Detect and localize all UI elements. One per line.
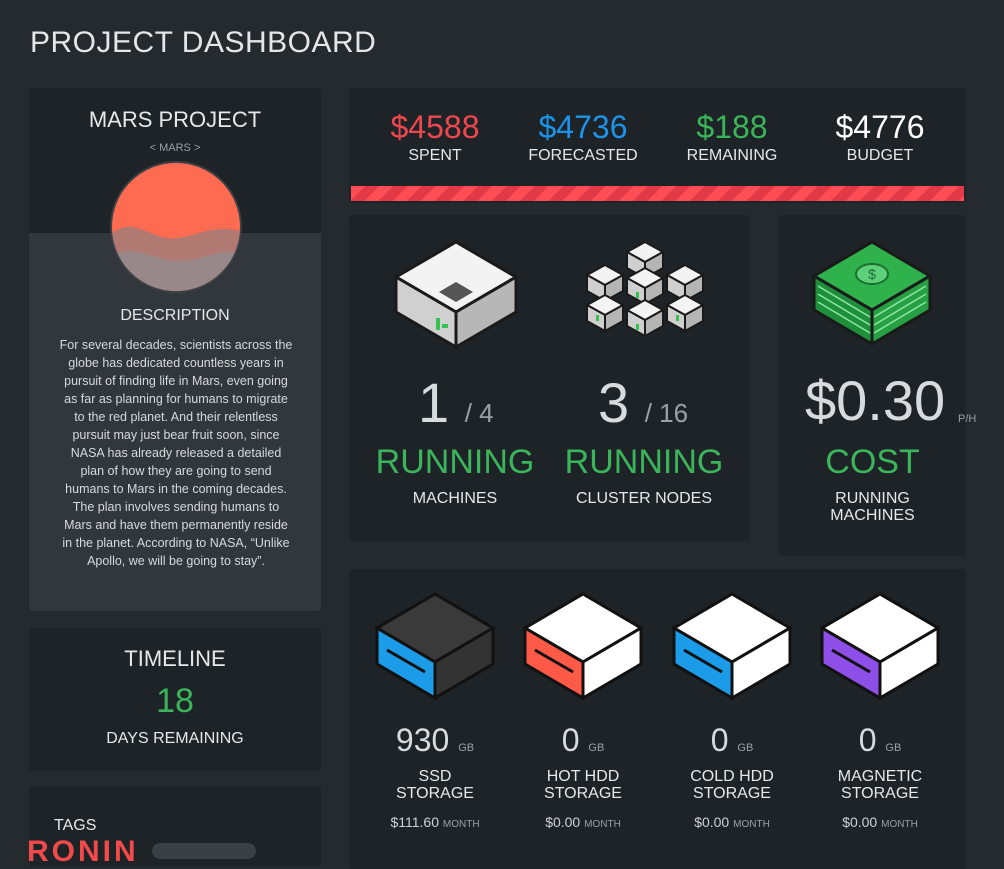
ssd-label: SSD STORAGE bbox=[365, 768, 505, 802]
hot-hdd-label-line1: HOT HDD bbox=[546, 768, 620, 785]
cost-label: RUNNING MACHINES bbox=[830, 490, 915, 524]
remaining-label: REMAINING bbox=[686, 147, 778, 164]
cold-hdd-icon bbox=[671, 592, 793, 701]
ssd-amount: 930 GB bbox=[365, 722, 505, 759]
cost-unit: P/H bbox=[958, 413, 977, 425]
cold-hdd-amount-value: 0 bbox=[710, 722, 729, 758]
budget-spent: $4588 SPENT bbox=[360, 111, 510, 165]
project-description: For several decades, scientists across t… bbox=[59, 338, 293, 568]
budget-progress-bar bbox=[351, 186, 964, 201]
magnetic-price: $0.00 MONTH bbox=[810, 814, 950, 830]
budget-value: $4776 bbox=[835, 109, 925, 145]
magnetic-amount-value: 0 bbox=[858, 722, 877, 758]
cold-hdd-label-line1: COLD HDD bbox=[690, 768, 774, 785]
hot-hdd-icon bbox=[522, 592, 644, 701]
cold-hdd-label: COLD HDD STORAGE bbox=[662, 768, 802, 802]
budget-remaining: $188 REMAINING bbox=[657, 111, 807, 165]
cold-hdd-label-line2: STORAGE bbox=[693, 785, 771, 802]
forecasted-value: $4736 bbox=[538, 109, 628, 145]
tags-title: TAGS bbox=[54, 817, 97, 834]
machines-status: RUNNING bbox=[375, 443, 535, 481]
magnetic-label-line2: STORAGE bbox=[841, 785, 919, 802]
hot-hdd-amount: 0 GB bbox=[513, 722, 653, 759]
magnetic-amount: 0 GB bbox=[810, 722, 950, 759]
machines-total: / 4 bbox=[464, 398, 494, 428]
remaining-value: $188 bbox=[696, 109, 768, 145]
magnetic-icon bbox=[819, 592, 941, 701]
server-box-icon bbox=[393, 240, 519, 350]
forecasted-label: FORECASTED bbox=[528, 147, 638, 164]
days-remaining-value: 18 bbox=[156, 682, 194, 720]
magnetic-label: MAGNETIC STORAGE bbox=[810, 768, 950, 802]
cold-hdd-price: $0.00 MONTH bbox=[662, 814, 802, 830]
cost-status: COST bbox=[825, 443, 920, 481]
cost-value: $0.30 bbox=[805, 369, 946, 432]
project-code: < MARS > bbox=[149, 142, 201, 154]
magnetic-price-value: $0.00 bbox=[842, 814, 878, 830]
hot-hdd-period: MONTH bbox=[584, 819, 621, 830]
cluster-running-value: 3 bbox=[598, 371, 630, 434]
hot-hdd-unit: GB bbox=[588, 742, 605, 754]
spent-value: $4588 bbox=[390, 109, 480, 145]
mars-planet-icon bbox=[110, 161, 242, 293]
budget-forecasted: $4736 FORECASTED bbox=[508, 111, 658, 165]
cluster-total: / 16 bbox=[644, 398, 689, 428]
cold-hdd-period: MONTH bbox=[733, 819, 770, 830]
cold-hdd-amount: 0 GB bbox=[662, 722, 802, 759]
ssd-period: MONTH bbox=[442, 819, 480, 830]
budget-label: BUDGET bbox=[846, 147, 914, 164]
budget-card bbox=[349, 88, 966, 203]
hot-hdd-price-value: $0.00 bbox=[545, 814, 581, 830]
tag-ronin[interactable]: RONIN bbox=[27, 835, 139, 868]
magnetic-unit: GB bbox=[885, 742, 902, 754]
cold-hdd-price-value: $0.00 bbox=[694, 814, 730, 830]
project-description-panel bbox=[29, 233, 321, 611]
ssd-unit: GB bbox=[458, 742, 475, 754]
ssd-amount-value: 930 bbox=[395, 722, 450, 758]
spent-label: SPENT bbox=[408, 147, 462, 164]
hot-hdd-label: HOT HDD STORAGE bbox=[513, 768, 653, 802]
machines-label: MACHINES bbox=[412, 490, 498, 507]
magnetic-period: MONTH bbox=[881, 819, 918, 830]
timeline-card bbox=[29, 628, 321, 771]
ssd-price-value: $111.60 bbox=[390, 814, 439, 830]
budget-total: $4776 BUDGET bbox=[805, 111, 955, 165]
tag-pill[interactable] bbox=[152, 843, 256, 859]
page-title: PROJECT DASHBOARD bbox=[30, 26, 377, 59]
magnetic-label-line1: MAGNETIC bbox=[837, 768, 923, 785]
money-stack-icon: $ bbox=[811, 240, 933, 347]
description-title: DESCRIPTION bbox=[120, 307, 230, 324]
ssd-price: $111.60 MONTH bbox=[365, 814, 505, 830]
hot-hdd-label-line2: STORAGE bbox=[544, 785, 622, 802]
svg-text:$: $ bbox=[868, 266, 876, 282]
days-remaining-label: DAYS REMAINING bbox=[106, 730, 244, 747]
ssd-label-line2: STORAGE bbox=[396, 785, 474, 802]
hot-hdd-price: $0.00 MONTH bbox=[513, 814, 653, 830]
hot-hdd-amount-value: 0 bbox=[561, 722, 580, 758]
cluster-running-count: 3 / 16 bbox=[598, 370, 688, 435]
cluster-status: RUNNING bbox=[564, 443, 724, 481]
timeline-title: TIMELINE bbox=[124, 646, 226, 671]
project-name: MARS PROJECT bbox=[88, 107, 262, 132]
machines-running-count: 1 / 4 bbox=[418, 370, 494, 435]
cluster-icon bbox=[584, 240, 706, 338]
machines-running-value: 1 bbox=[418, 371, 450, 434]
cold-hdd-unit: GB bbox=[737, 742, 754, 754]
cluster-label: CLUSTER NODES bbox=[575, 490, 713, 507]
ssd-label-line1: SSD bbox=[418, 768, 452, 785]
ssd-icon bbox=[374, 592, 496, 701]
